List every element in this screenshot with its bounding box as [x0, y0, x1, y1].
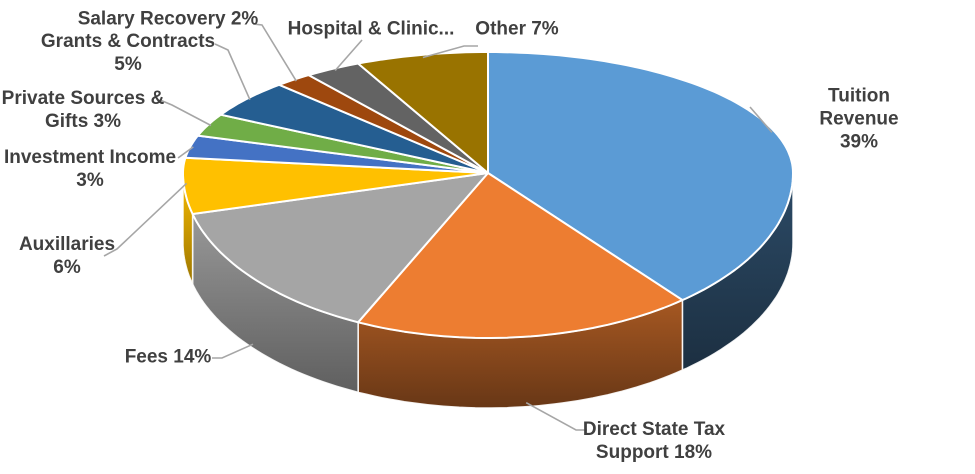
leader-line-other [422, 45, 478, 59]
leader-line-auxillaries [103, 182, 188, 257]
leader-line-fees [212, 343, 254, 359]
pie-slice-other[interactable] [357, 51, 489, 174]
leader-line-direct-state-tax-support [525, 401, 587, 431]
leader-line-investment-income [177, 146, 194, 159]
leader-line-private-sources-gifts [159, 99, 212, 127]
leader-line-hospital-clinic [334, 39, 363, 72]
leader-line-grants-contracts [214, 43, 251, 101]
pie-slice-grants-contracts[interactable] [219, 83, 489, 174]
pie-slice-tuition-revenue[interactable] [487, 51, 794, 302]
leader-line-salary-recovery [252, 23, 297, 82]
pie-slice-direct-state-tax-support[interactable] [357, 172, 684, 339]
pie-slice-auxillaries[interactable] [182, 156, 489, 215]
leader-line-tuition-revenue [749, 106, 773, 133]
pie-slice-fees[interactable] [191, 172, 489, 324]
